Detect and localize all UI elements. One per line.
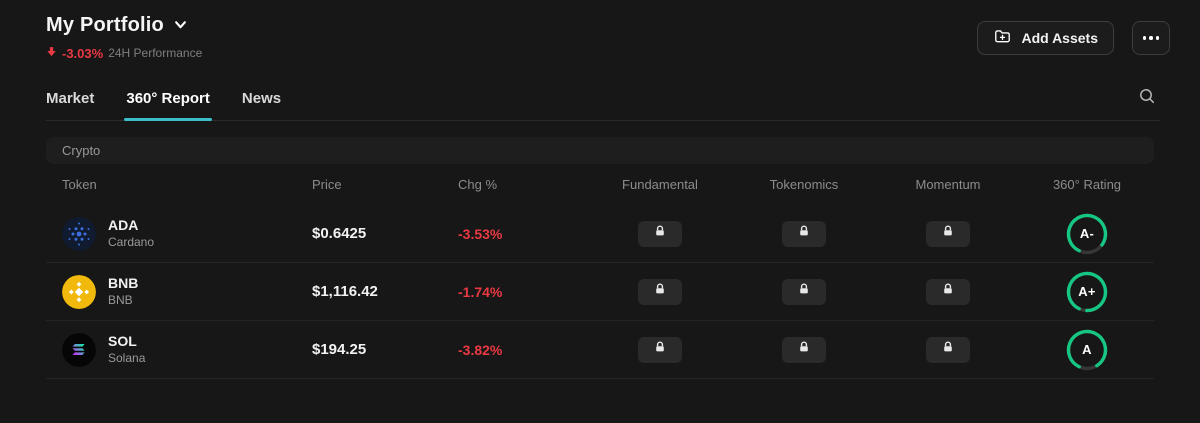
- solana-coin-icon: [62, 332, 96, 367]
- header-actions: Add Assets: [977, 21, 1170, 55]
- column-header-chg: Chg %: [458, 177, 498, 192]
- token-cell: BNB BNB: [46, 274, 312, 309]
- rating-grade: A+: [1078, 284, 1096, 299]
- token-symbol: ADA: [108, 216, 139, 233]
- column-header-price: Price: [312, 177, 342, 192]
- token-cell: ADA Cardano: [46, 216, 312, 251]
- section-label: Crypto: [62, 143, 101, 158]
- bnb-coin-icon: [62, 274, 96, 309]
- folder-plus-icon: [993, 27, 1012, 49]
- rating-grade: A: [1082, 342, 1092, 357]
- lock-icon: [941, 224, 955, 243]
- fundamental-locked-badge[interactable]: [638, 336, 682, 363]
- add-assets-button[interactable]: Add Assets: [977, 21, 1114, 55]
- change-value: -1.74%: [458, 283, 503, 300]
- token-cell: SOL Solana: [46, 332, 312, 367]
- tab-360-report[interactable]: 360° Report: [124, 90, 212, 121]
- lock-icon: [653, 282, 667, 301]
- page-header: My Portfolio -3.03% 24H Performance Add …: [0, 0, 1200, 62]
- token-symbol: SOL: [108, 332, 137, 349]
- column-header-momentum: Momentum: [915, 177, 981, 192]
- lock-icon: [797, 224, 811, 243]
- performance-label: 24H Performance: [108, 46, 203, 60]
- change-value: -3.82%: [458, 341, 503, 358]
- rating-gauge: A+: [1065, 270, 1109, 314]
- column-header-tokenomics: Tokenomics: [769, 177, 839, 192]
- report-table: Crypto Token Price Chg % Fundamental Tok…: [46, 137, 1154, 379]
- tab-news[interactable]: News: [241, 90, 282, 107]
- section-header-crypto: Crypto: [46, 137, 1154, 164]
- ellipsis-icon: [1142, 36, 1160, 40]
- fundamental-locked-badge[interactable]: [638, 220, 682, 247]
- column-header-fundamental: Fundamental: [622, 177, 698, 192]
- search-button[interactable]: [1134, 87, 1160, 120]
- lock-icon: [653, 340, 667, 359]
- fundamental-locked-badge[interactable]: [638, 278, 682, 305]
- portfolio-selector[interactable]: My Portfolio: [46, 14, 202, 37]
- rating-grade: A-: [1079, 226, 1095, 241]
- lock-icon: [797, 340, 811, 359]
- tokenomics-locked-badge[interactable]: [782, 336, 826, 363]
- arrow-down-icon: [46, 44, 57, 62]
- token-name-block: BNB BNB: [108, 274, 139, 308]
- tokenomics-locked-badge[interactable]: [782, 220, 826, 247]
- lock-icon: [941, 340, 955, 359]
- momentum-locked-badge[interactable]: [926, 220, 970, 247]
- page-title: My Portfolio: [46, 14, 164, 36]
- table-row-sol[interactable]: SOL Solana $194.25 -3.82% A: [46, 321, 1154, 379]
- tokenomics-locked-badge[interactable]: [782, 278, 826, 305]
- chevron-down-icon: [174, 18, 187, 36]
- title-block: My Portfolio -3.03% 24H Performance: [46, 14, 202, 62]
- momentum-locked-badge[interactable]: [926, 278, 970, 305]
- performance-value: -3.03%: [62, 45, 104, 61]
- lock-icon: [797, 282, 811, 301]
- token-fullname: Solana: [108, 351, 146, 366]
- more-options-button[interactable]: [1132, 21, 1170, 55]
- lock-icon: [653, 224, 667, 243]
- table-row-bnb[interactable]: BNB BNB $1,116.42 -1.74% A+: [46, 263, 1154, 321]
- momentum-locked-badge[interactable]: [926, 336, 970, 363]
- table-row-ada[interactable]: ADA Cardano $0.6425 -3.53% A-: [46, 205, 1154, 263]
- search-icon: [1138, 87, 1156, 110]
- token-name-block: ADA Cardano: [108, 216, 155, 250]
- column-header-rating: 360° Rating: [1052, 177, 1122, 192]
- token-name-block: SOL Solana: [108, 332, 146, 366]
- column-header-token: Token: [62, 177, 97, 192]
- token-fullname: Cardano: [108, 235, 155, 250]
- change-value: -3.53%: [458, 225, 503, 242]
- token-symbol: BNB: [108, 274, 139, 291]
- add-assets-label: Add Assets: [1021, 30, 1098, 46]
- tab-bar: Market 360° Report News: [46, 87, 1160, 121]
- performance-summary: -3.03% 24H Performance: [46, 44, 202, 62]
- token-fullname: BNB: [108, 293, 133, 308]
- rating-gauge: A: [1065, 328, 1109, 372]
- lock-icon: [941, 282, 955, 301]
- price-value: $194.25: [312, 341, 367, 358]
- cardano-coin-icon: [62, 216, 96, 251]
- tab-market[interactable]: Market: [46, 90, 95, 107]
- price-value: $1,116.42: [312, 283, 378, 300]
- table-header-row: Token Price Chg % Fundamental Tokenomics…: [46, 164, 1154, 205]
- price-value: $0.6425: [312, 225, 367, 242]
- rating-gauge: A-: [1065, 212, 1109, 256]
